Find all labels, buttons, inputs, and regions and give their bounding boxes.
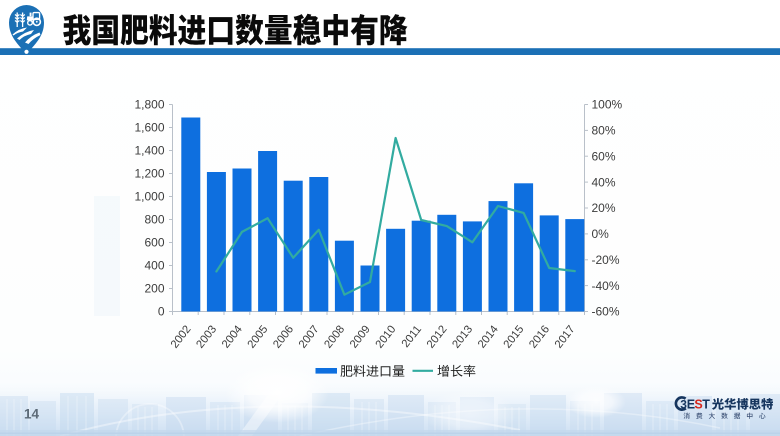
svg-text:1,200: 1,200 [134, 167, 164, 181]
svg-text:400: 400 [144, 259, 164, 273]
svg-text:T: T [702, 398, 710, 412]
svg-text:0%: 0% [592, 227, 610, 241]
svg-text:1,000: 1,000 [134, 190, 164, 204]
svg-text:3: 3 [680, 397, 687, 411]
svg-text:1,400: 1,400 [134, 144, 164, 158]
svg-text:0: 0 [158, 305, 165, 319]
svg-text:14: 14 [24, 407, 40, 422]
svg-text:600: 600 [144, 236, 164, 250]
svg-text:-40%: -40% [592, 279, 620, 293]
svg-text:200: 200 [144, 282, 164, 296]
svg-text:40%: 40% [592, 175, 616, 189]
svg-text:1,800: 1,800 [134, 98, 164, 112]
svg-text:-60%: -60% [592, 305, 620, 319]
svg-text:20%: 20% [592, 201, 616, 215]
svg-text:S: S [694, 398, 702, 412]
svg-text:60%: 60% [592, 149, 616, 163]
svg-text:800: 800 [144, 213, 164, 227]
svg-text:1,600: 1,600 [134, 121, 164, 135]
svg-text:E: E [687, 398, 695, 412]
svg-text:100%: 100% [592, 98, 623, 112]
svg-text:80%: 80% [592, 124, 616, 138]
svg-text:-20%: -20% [592, 253, 620, 267]
